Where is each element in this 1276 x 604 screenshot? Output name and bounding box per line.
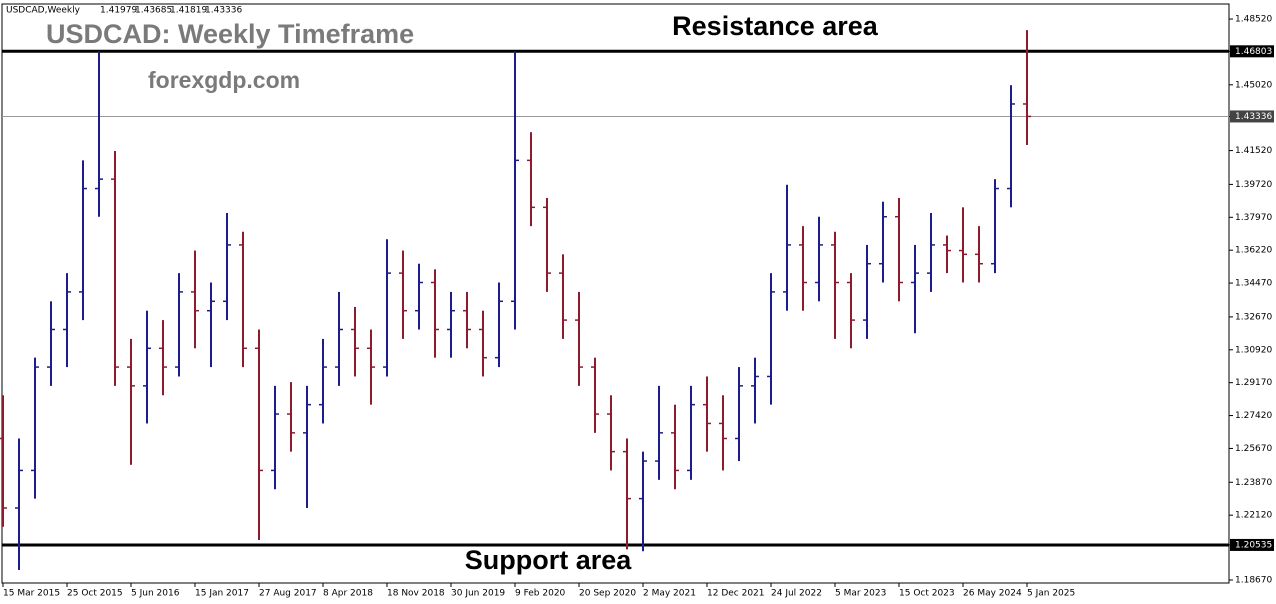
y-tick-label: 1.30920 xyxy=(1235,345,1272,355)
x-tick-label: 26 May 2024 xyxy=(963,589,1022,599)
header: USDCAD,Weekly 1.419791.436851.418191.433… xyxy=(6,6,242,16)
quote-value: 1.43336 xyxy=(205,6,242,16)
y-tick-label: 1.18670 xyxy=(1235,575,1272,585)
plot-frame xyxy=(1,3,1230,584)
x-tick-label: 25 Oct 2015 xyxy=(67,589,123,599)
quote-value: 1.41979 xyxy=(100,6,137,16)
x-tick-label: 5 Jun 2016 xyxy=(131,589,180,599)
y-tick-label: 1.45020 xyxy=(1235,80,1272,90)
x-tick-label: 27 Aug 2017 xyxy=(259,589,317,599)
price-box xyxy=(1230,45,1274,58)
x-tick-label: 30 Jun 2019 xyxy=(451,589,505,599)
y-tick-label: 1.32670 xyxy=(1235,312,1272,322)
y-tick-label: 1.37970 xyxy=(1235,213,1272,223)
y-tick-label: 1.41520 xyxy=(1235,146,1272,156)
y-tick-label: 1.36220 xyxy=(1235,246,1272,256)
x-tick-label: 15 Oct 2023 xyxy=(899,589,955,599)
x-tick-label: 12 Dec 2021 xyxy=(707,589,765,599)
price-box xyxy=(1230,110,1274,123)
y-tick-label: 1.48520 xyxy=(1235,15,1272,25)
x-tick-label: 2 May 2021 xyxy=(643,589,696,599)
quote-value: 1.41819 xyxy=(170,6,207,16)
x-tick-label: 5 Mar 2023 xyxy=(835,589,886,599)
y-tick-label: 1.23870 xyxy=(1235,478,1272,488)
x-tick-label: 5 Jan 2025 xyxy=(1027,589,1075,599)
y-tick-label: 1.27420 xyxy=(1235,411,1272,421)
y-tick-label: 1.43336 xyxy=(1235,112,1272,122)
x-tick-label: 24 Jul 2022 xyxy=(771,589,822,599)
annotation: Resistance area xyxy=(672,11,879,41)
y-tick-label: 1.34470 xyxy=(1235,279,1272,289)
annotation: Support area xyxy=(465,545,633,575)
x-tick-label: 18 Nov 2018 xyxy=(387,589,445,599)
chart-title: USDCAD: Weekly Timeframe xyxy=(46,19,414,49)
chart-subtitle: forexgdp.com xyxy=(148,67,300,93)
y-tick-label: 1.39720 xyxy=(1235,180,1272,190)
quote-value: 1.43685 xyxy=(135,6,172,16)
symbol: USDCAD,Weekly xyxy=(6,6,81,16)
y-tick-label: 1.22120 xyxy=(1235,511,1272,521)
price-box xyxy=(1230,538,1274,551)
y-tick-label: 1.25670 xyxy=(1235,444,1272,454)
y-tick-label: 1.46803 xyxy=(1235,47,1272,57)
x-tick-label: 15 Mar 2015 xyxy=(3,589,60,599)
x-tick-label: 8 Apr 2018 xyxy=(323,589,373,599)
y-tick-label: 1.29170 xyxy=(1235,378,1272,388)
x-tick-label: 9 Feb 2020 xyxy=(515,589,566,599)
y-tick-label: 1.20535 xyxy=(1235,540,1272,550)
x-tick-label: 20 Sep 2020 xyxy=(579,589,636,599)
x-tick-label: 15 Jan 2017 xyxy=(195,589,249,599)
